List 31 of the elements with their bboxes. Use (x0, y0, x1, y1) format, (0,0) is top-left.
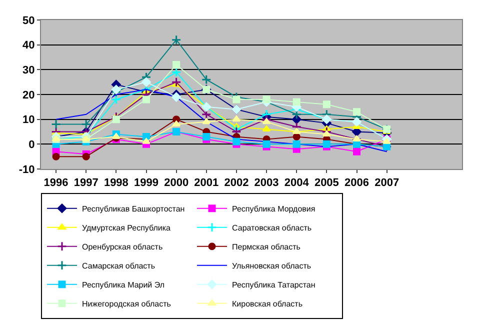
x-tick-label: 1999 (134, 177, 158, 190)
x-tick-label: 2000 (164, 177, 189, 190)
legend-label: Республика Мордовия (232, 204, 316, 214)
legend-label: Ульяновская область (232, 261, 312, 270)
legend-label: Кировская область (232, 299, 302, 308)
legend-label: Самарская область (82, 261, 156, 270)
legend-label: Удмуртская Республика (82, 223, 172, 232)
x-tick-label: 2003 (254, 177, 279, 190)
legend-label: Саратовская область (232, 223, 312, 232)
x-tick-label: 2002 (224, 177, 249, 190)
x-tick-label: 1996 (44, 177, 68, 190)
y-tick-label: -10 (18, 164, 35, 176)
legend-label: Республикав Башкортостан (82, 204, 185, 214)
y-tick-label: 0 (28, 139, 35, 152)
x-tick-label: 2006 (344, 177, 369, 190)
x-tick-label: 2007 (374, 177, 400, 190)
y-tick-label: 20 (22, 89, 35, 102)
x-tick-label: 2005 (314, 177, 339, 190)
y-tick-label: 30 (22, 64, 35, 77)
legend-label: Пермская область (232, 242, 300, 252)
x-tick-label: 1998 (104, 177, 128, 190)
y-tick-label: 50 (22, 14, 35, 27)
legend-label: Республика Татарстан (232, 280, 316, 290)
legend-label: Оренбурская область (82, 242, 163, 252)
x-tick-label: 2004 (284, 177, 310, 190)
legend-label: Нижегородская область (82, 299, 171, 308)
y-tick-label: 40 (22, 40, 35, 52)
x-tick-label: 2001 (194, 177, 219, 190)
y-tick-label: 10 (22, 114, 35, 126)
x-tick-label: 1997 (74, 177, 98, 190)
legend-label: Республика Марий Эл (82, 280, 165, 290)
